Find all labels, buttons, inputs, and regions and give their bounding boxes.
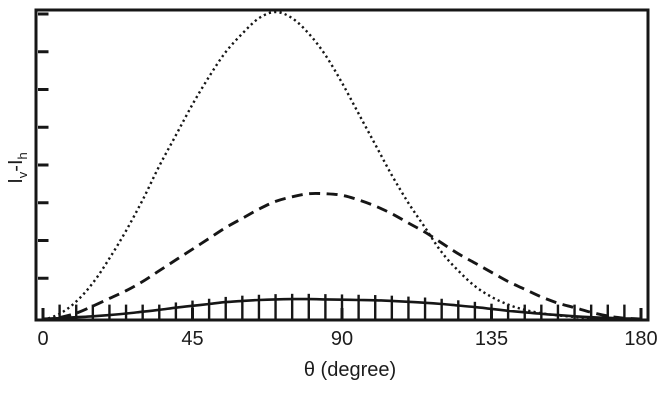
x-axis-label: θ (degree) — [303, 359, 397, 381]
x-tick-label-90: 90 — [330, 328, 354, 350]
y-axis-label-minus: - — [5, 165, 27, 172]
x-tick-label-45: 45 — [181, 328, 204, 350]
y-axis-label-sub-v: v — [15, 171, 30, 179]
x-tick-label-0: 0 — [37, 328, 49, 350]
error-bars — [58, 293, 626, 319]
solid-curve — [42, 297, 642, 321]
dotted-curve — [42, 10, 642, 322]
y-axis-label-I1: I — [5, 178, 27, 184]
x-tick-label-135: 135 — [474, 328, 509, 350]
y-axis-label: Iv-Ih — [5, 152, 30, 184]
dashed-curve — [42, 191, 642, 322]
x-tick-label-180: 180 — [624, 328, 658, 350]
y-axis-label-I2: I — [5, 159, 27, 166]
y-axis-label-sub-h: h — [15, 152, 30, 160]
plot-frame — [34, 8, 650, 322]
y-axis-ticks — [38, 12, 49, 280]
